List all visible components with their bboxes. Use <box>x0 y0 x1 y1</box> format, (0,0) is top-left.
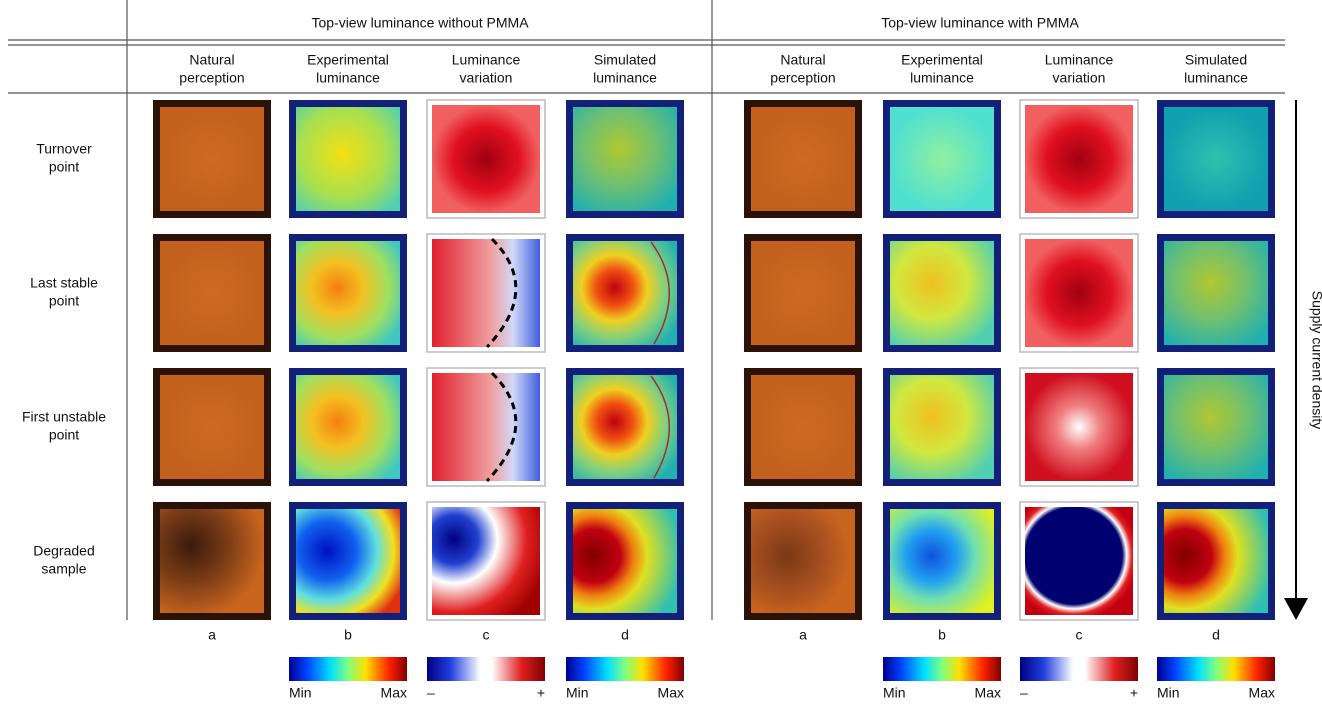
column-header: Luminance <box>1045 52 1114 68</box>
colorbar-low: Min <box>566 685 589 701</box>
tile-image <box>751 107 855 211</box>
colorbar-high: Max <box>658 685 684 701</box>
tile-image <box>1025 373 1133 481</box>
group-title: Top-view luminance with PMMA <box>881 15 1079 31</box>
column-letter: d <box>621 627 629 643</box>
colorbar <box>427 657 545 681</box>
column-header: luminance <box>316 70 380 86</box>
tile-image <box>890 375 994 479</box>
column-header: variation <box>1053 70 1106 86</box>
column-header: Simulated <box>1185 52 1247 68</box>
tile-image <box>890 107 994 211</box>
column-letter: d <box>1212 627 1220 643</box>
column-letter: b <box>344 627 352 643</box>
column-letter: b <box>938 627 946 643</box>
tile-image <box>296 509 400 613</box>
tile-image <box>432 373 540 481</box>
tile-image <box>1164 375 1268 479</box>
tile-image <box>160 375 264 479</box>
tile-image <box>573 107 677 211</box>
column-header: Experimental <box>307 52 389 68</box>
colorbar <box>289 657 407 681</box>
arrow-head <box>1284 598 1308 620</box>
colorbar-high: Max <box>1249 685 1275 701</box>
tile-image <box>1164 509 1268 613</box>
tile-image <box>1164 241 1268 345</box>
tile-image <box>160 509 264 613</box>
column-letter: a <box>208 627 216 643</box>
column-header: Luminance <box>452 52 521 68</box>
tile-image <box>751 241 855 345</box>
colorbar <box>566 657 684 681</box>
column-header: luminance <box>593 70 657 86</box>
column-header: variation <box>460 70 513 86</box>
column-letter: a <box>799 627 807 643</box>
column-header: Natural <box>780 52 825 68</box>
tile-image <box>160 241 264 345</box>
tile-image <box>296 375 400 479</box>
colorbar-high: + <box>1130 685 1138 701</box>
tile-image <box>573 509 677 613</box>
tile-image <box>751 509 855 613</box>
tile-image <box>1025 507 1133 615</box>
colorbar <box>883 657 1001 681</box>
row-label: First unstable <box>22 409 106 425</box>
column-header: Simulated <box>594 52 656 68</box>
column-letter: c <box>483 627 490 643</box>
tile-image <box>751 375 855 479</box>
tile-image <box>432 507 540 615</box>
colorbar-high: + <box>537 685 545 701</box>
tile-image <box>160 107 264 211</box>
colorbar-low: – <box>427 685 435 701</box>
row-label: Last stable <box>30 275 98 291</box>
column-letter: c <box>1076 627 1083 643</box>
column-header: luminance <box>1184 70 1248 86</box>
group-title: Top-view luminance without PMMA <box>311 15 529 31</box>
tile-image <box>890 509 994 613</box>
column-header: Natural <box>189 52 234 68</box>
colorbar-high: Max <box>381 685 407 701</box>
column-header: luminance <box>910 70 974 86</box>
row-label: point <box>49 159 79 175</box>
colorbar-low: – <box>1020 685 1028 701</box>
row-label: Turnover <box>36 141 92 157</box>
column-header: perception <box>770 70 835 86</box>
row-label: Degraded <box>33 543 95 559</box>
colorbar <box>1020 657 1138 681</box>
tile-image <box>1025 105 1133 213</box>
figure: Supply current density Turnover point Last… <box>0 0 1322 702</box>
row-label: point <box>49 293 79 309</box>
column-header: Experimental <box>901 52 983 68</box>
row-label: point <box>49 427 79 443</box>
side-label: Supply current density <box>1309 291 1322 430</box>
colorbar-low: Min <box>1157 685 1180 701</box>
tile-image <box>432 239 540 347</box>
tile-image <box>1025 239 1133 347</box>
tile-image <box>296 107 400 211</box>
tile-image <box>296 241 400 345</box>
tile-image <box>1164 107 1268 211</box>
colorbar-high: Max <box>975 685 1001 701</box>
column-header: perception <box>179 70 244 86</box>
tile-image <box>432 105 540 213</box>
row-label: sample <box>41 561 86 577</box>
arrow <box>1284 100 1308 620</box>
colorbar-low: Min <box>289 685 312 701</box>
tile-image <box>890 241 994 345</box>
colorbar-low: Min <box>883 685 906 701</box>
colorbar <box>1157 657 1275 681</box>
